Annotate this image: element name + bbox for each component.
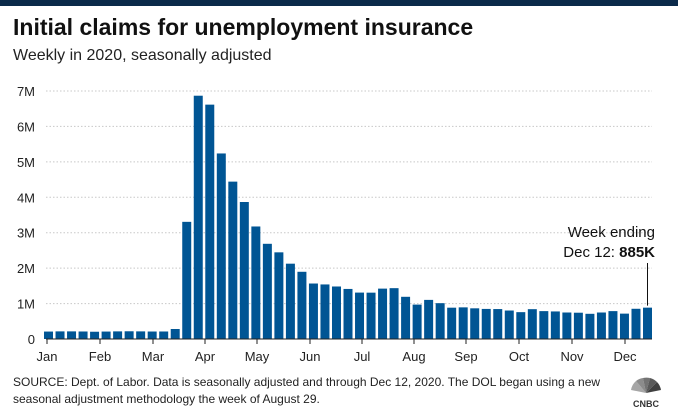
bar bbox=[159, 331, 169, 339]
bar bbox=[389, 288, 399, 339]
bar bbox=[239, 202, 249, 339]
annotation-value: 885K bbox=[619, 244, 655, 261]
y-tick-label: 0 bbox=[28, 332, 35, 347]
bar bbox=[274, 252, 284, 339]
bar bbox=[216, 153, 226, 339]
bar bbox=[435, 303, 445, 339]
bar bbox=[401, 296, 411, 339]
bar bbox=[481, 308, 491, 339]
bar bbox=[124, 331, 134, 339]
cnbc-peacock-logo: CNBC bbox=[631, 377, 661, 409]
y-tick-label: 6M bbox=[17, 119, 35, 134]
bars bbox=[44, 95, 652, 340]
bar bbox=[331, 286, 341, 339]
bar bbox=[458, 307, 468, 339]
y-axis-ticks: 0 1M 2M 3M 4M 5M 6M 7M bbox=[17, 84, 35, 347]
x-tick-label: Nov bbox=[560, 349, 584, 364]
x-tick-label: Jul bbox=[354, 349, 371, 364]
bar bbox=[539, 311, 549, 339]
y-tick-label: 2M bbox=[17, 261, 35, 276]
bar bbox=[470, 308, 480, 339]
bar bbox=[136, 331, 146, 339]
bar bbox=[608, 311, 618, 339]
bar bbox=[297, 271, 307, 339]
bar bbox=[424, 299, 434, 339]
annotation-line2: Dec 12: 885K bbox=[563, 244, 655, 261]
bar bbox=[193, 95, 203, 340]
bar bbox=[90, 331, 100, 339]
x-tick-label: Mar bbox=[142, 349, 165, 364]
y-tick-label: 5M bbox=[17, 155, 35, 170]
source-note: SOURCE: Dept. of Labor. Data is seasonal… bbox=[13, 375, 601, 406]
x-tick-label: Jan bbox=[37, 349, 58, 364]
bar bbox=[516, 312, 526, 339]
bar bbox=[308, 283, 318, 339]
bar bbox=[355, 292, 365, 339]
bar bbox=[504, 310, 514, 339]
bar bbox=[113, 331, 123, 339]
y-tick-label: 7M bbox=[17, 84, 35, 99]
chart-title: Initial claims for unemployment insuranc… bbox=[13, 14, 474, 40]
x-tick-label: Aug bbox=[402, 349, 425, 364]
bar bbox=[262, 243, 272, 339]
bar bbox=[378, 288, 388, 339]
bar bbox=[366, 292, 376, 339]
bar bbox=[619, 313, 629, 339]
x-tick-label: Apr bbox=[195, 349, 216, 364]
bar bbox=[251, 226, 261, 339]
bar bbox=[562, 312, 572, 339]
svg-text:CNBC: CNBC bbox=[633, 399, 659, 409]
annotation-date: Dec 12: bbox=[563, 244, 619, 261]
bar bbox=[55, 331, 65, 339]
y-tick-label: 4M bbox=[17, 190, 35, 205]
bar bbox=[412, 304, 422, 339]
bar bbox=[527, 309, 537, 339]
y-tick-label: 1M bbox=[17, 297, 35, 312]
gridlines bbox=[46, 90, 652, 305]
bar bbox=[447, 307, 457, 339]
bar bbox=[147, 331, 157, 339]
x-tick-label: Sep bbox=[454, 349, 477, 364]
bar bbox=[228, 181, 238, 339]
bar bbox=[101, 331, 111, 339]
x-tick-label: Jun bbox=[300, 349, 321, 364]
top-accent-bar bbox=[0, 0, 678, 6]
x-tick-label: Feb bbox=[89, 349, 111, 364]
bar bbox=[44, 331, 53, 339]
annotation-line1: Week ending bbox=[568, 224, 655, 241]
x-axis-ticks: Jan Feb Mar Apr May Jun Jul Aug Sep Oct Nov Dec bbox=[37, 339, 637, 364]
x-tick-label: Dec bbox=[613, 349, 637, 364]
bar bbox=[585, 313, 595, 339]
x-tick-label: Oct bbox=[509, 349, 530, 364]
bar bbox=[285, 263, 295, 339]
bar bbox=[205, 104, 215, 339]
bar bbox=[182, 221, 192, 339]
bar bbox=[573, 312, 583, 339]
bar bbox=[643, 307, 652, 339]
chart-subtitle: Weekly in 2020, seasonally adjusted bbox=[13, 47, 272, 64]
bar bbox=[493, 309, 503, 339]
bar bbox=[78, 331, 88, 339]
x-tick-label: May bbox=[245, 349, 270, 364]
bar bbox=[170, 329, 180, 339]
bar bbox=[67, 331, 77, 339]
y-tick-label: 3M bbox=[17, 226, 35, 241]
bar bbox=[320, 284, 330, 339]
bar bbox=[343, 288, 353, 339]
bar bbox=[550, 311, 560, 339]
bar bbox=[596, 312, 606, 339]
bar bbox=[631, 308, 641, 339]
